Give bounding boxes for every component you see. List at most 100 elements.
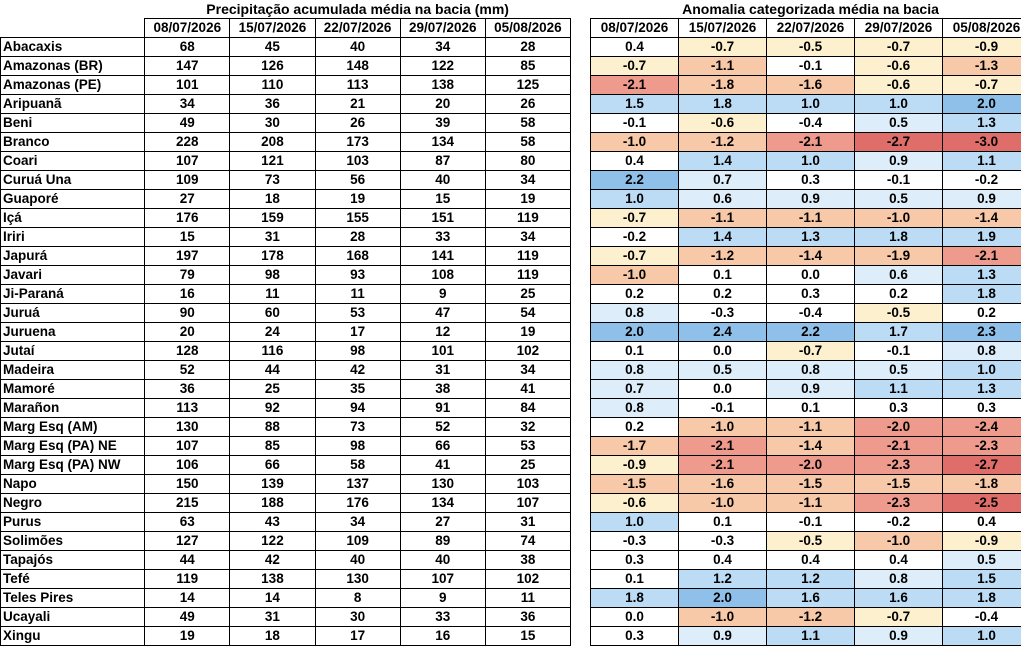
precip-value: 34: [484, 170, 572, 190]
anomaly-value: -2.1: [678, 436, 767, 456]
anomaly-value: 2.4: [678, 322, 767, 342]
precip-value: 147: [144, 56, 231, 76]
anomaly-value: 0.8: [590, 360, 679, 380]
anomaly-value: 0.8: [941, 341, 1021, 361]
anomaly-value: 1.8: [590, 588, 679, 608]
anomaly-value: 0.3: [854, 398, 943, 418]
anomaly-value: 0.4: [678, 550, 767, 570]
precip-value: 119: [484, 265, 572, 285]
anomaly-value: 0.9: [854, 151, 943, 171]
precip-value: 121: [229, 151, 316, 171]
precip-value: 34: [484, 360, 572, 380]
anomaly-value: -0.7: [678, 37, 767, 57]
table-row: Solimões 127 122 109 89 74: [0, 531, 572, 551]
precip-value: 155: [314, 208, 401, 228]
table-row: Iriri 15 31 28 33 34: [0, 227, 572, 247]
precip-value: 130: [314, 569, 401, 589]
anomaly-value: -0.1: [854, 170, 943, 190]
anomaly-value: 1.3: [941, 265, 1021, 285]
anomaly-value: -1.2: [766, 607, 855, 627]
anomaly-value: -1.8: [678, 75, 767, 95]
table-row: 0.8 0.5 0.8 0.5 1.0: [590, 360, 1021, 380]
precip-value: 52: [144, 360, 231, 380]
precip-value: 34: [144, 94, 231, 114]
precip-value: 58: [484, 132, 572, 152]
basin-name: Amazonas (PE): [0, 75, 146, 95]
precip-value: 188: [229, 493, 316, 513]
table-row: 2.0 2.4 2.2 1.7 2.3: [590, 322, 1021, 342]
precip-value: 15: [144, 227, 231, 247]
table-row: Javari 79 98 93 108 119: [0, 265, 572, 285]
anomaly-table: Anomalia categorizada média na bacia 08/…: [590, 0, 1021, 646]
anomaly-date-header: 15/07/2026: [678, 18, 767, 38]
basin-name: Ji-Paraná: [0, 284, 146, 304]
precip-value: 15: [484, 626, 572, 646]
anomaly-value: -0.4: [766, 303, 855, 323]
basin-name: Jutaí: [0, 341, 146, 361]
anomaly-value: -0.6: [678, 113, 767, 133]
anomaly-value: -0.5: [766, 37, 855, 57]
anomaly-value: -0.1: [766, 56, 855, 76]
table-row: Aripuanã 34 36 21 20 26: [0, 94, 572, 114]
precip-value: 148: [314, 56, 401, 76]
table-row: -0.3 -0.3 -0.5 -1.0 -0.9: [590, 531, 1021, 551]
anomaly-value: 2.2: [590, 170, 679, 190]
precip-value: 54: [484, 303, 572, 323]
anomaly-value: 0.5: [678, 360, 767, 380]
precip-value: 20: [399, 94, 486, 114]
anomaly-value: -1.1: [766, 208, 855, 228]
anomaly-value: 1.0: [854, 94, 943, 114]
anomaly-value: -0.6: [854, 75, 943, 95]
anomaly-value: -2.1: [854, 436, 943, 456]
anomaly-value: -2.0: [766, 455, 855, 475]
anomaly-value: 0.1: [678, 265, 767, 285]
basin-name: Aripuanã: [0, 94, 146, 114]
table-row: Marañon 113 92 94 91 84: [0, 398, 572, 418]
precip-value: 25: [229, 379, 316, 399]
precip-date-header: 29/07/2026: [399, 18, 486, 38]
basin-name: Içá: [0, 208, 146, 228]
precip-value: 52: [399, 417, 486, 437]
anomaly-value: 0.2: [590, 417, 679, 437]
precip-value: 130: [399, 474, 486, 494]
table-row: 0.1 0.0 -0.7 -0.1 0.8: [590, 341, 1021, 361]
table-row: Marg Esq (PA) NW 106 66 58 41 25: [0, 455, 572, 475]
table-row: Jutaí 128 116 98 101 102: [0, 341, 572, 361]
precip-value: 151: [399, 208, 486, 228]
precip-value: 56: [314, 170, 401, 190]
basin-name: Guaporé: [0, 189, 146, 209]
precip-value: 197: [144, 246, 231, 266]
basin-name: Marg Esq (AM): [0, 417, 146, 437]
basin-name: Napo: [0, 474, 146, 494]
precip-value: 25: [484, 455, 572, 475]
precip-value: 102: [484, 569, 572, 589]
precip-value: 92: [229, 398, 316, 418]
anomaly-value: 0.8: [854, 569, 943, 589]
basin-name: Teles Pires: [0, 588, 146, 608]
precip-value: 24: [229, 322, 316, 342]
precip-value: 208: [229, 132, 316, 152]
anomaly-value: 1.4: [678, 151, 767, 171]
anomaly-value: 0.7: [678, 170, 767, 190]
precip-value: 66: [229, 455, 316, 475]
table-row: Negro 215 188 176 134 107: [0, 493, 572, 513]
table-row: Tefé 119 138 130 107 102: [0, 569, 572, 589]
precip-date-header: 15/07/2026: [229, 18, 316, 38]
precip-value: 36: [229, 94, 316, 114]
table-row: 1.0 0.6 0.9 0.5 0.9: [590, 189, 1021, 209]
precip-value: 89: [399, 531, 486, 551]
anomaly-value: -2.0: [854, 417, 943, 437]
anomaly-value: 0.4: [590, 151, 679, 171]
anomaly-value: -2.1: [941, 246, 1021, 266]
anomaly-value: -1.9: [854, 246, 943, 266]
anomaly-value: 0.3: [941, 398, 1021, 418]
anomaly-value: -0.1: [590, 113, 679, 133]
basin-name: Marañon: [0, 398, 146, 418]
anomaly-value: -1.1: [678, 56, 767, 76]
anomaly-value: 1.7: [854, 322, 943, 342]
anomaly-value: 0.2: [590, 284, 679, 304]
precip-value: 176: [144, 208, 231, 228]
anomaly-value: 1.0: [766, 151, 855, 171]
anomaly-value: -0.6: [590, 493, 679, 513]
precip-value: 16: [144, 284, 231, 304]
